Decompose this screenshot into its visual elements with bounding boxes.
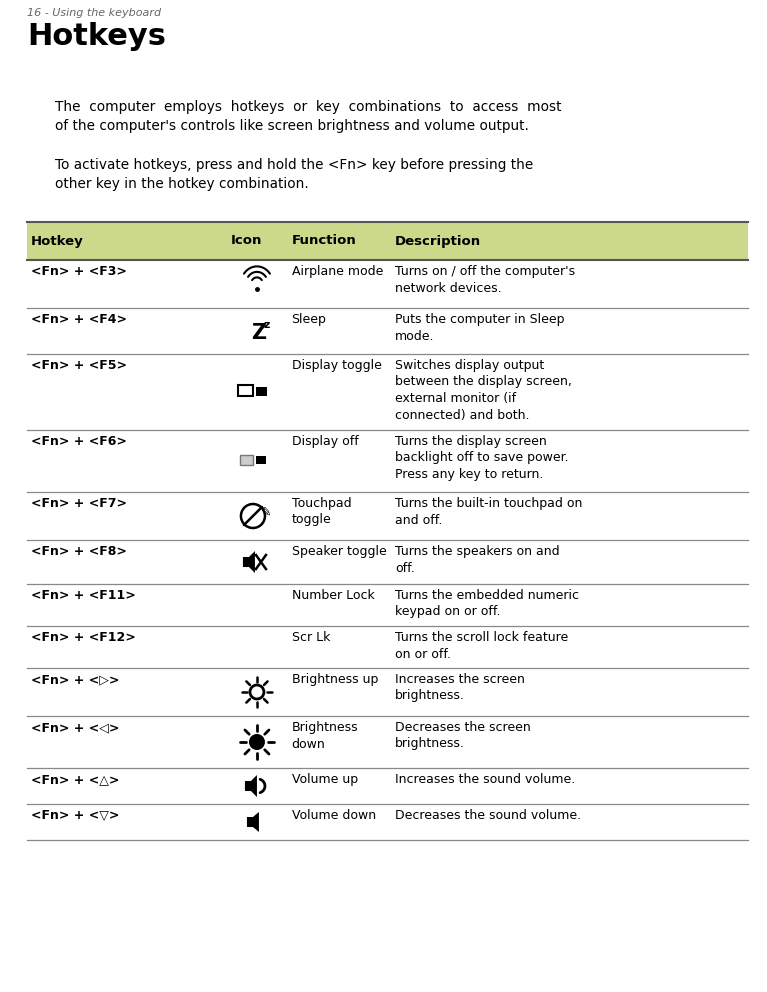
Bar [27,222,748,260]
Text: Display off: Display off [291,435,358,448]
Text: Volume up: Volume up [291,773,357,786]
Polygon shape [247,812,259,832]
Text: <Fn> + <F6>: <Fn> + <F6> [31,435,127,448]
Text: Puts the computer in Sleep
mode.: Puts the computer in Sleep mode. [395,313,565,342]
Text: Hotkey: Hotkey [31,234,84,247]
Bar [240,455,253,465]
Text: Turns the scroll lock feature
on or off.: Turns the scroll lock feature on or off. [395,631,568,661]
Text: <Fn> + <F7>: <Fn> + <F7> [31,497,127,510]
Text: Turns the embedded numeric
keypad on or off.: Turns the embedded numeric keypad on or … [395,589,579,618]
Circle shape [249,734,265,750]
Text: Increases the sound volume.: Increases the sound volume. [395,773,575,786]
Text: Volume down: Volume down [291,809,376,822]
Text: Description: Description [395,234,482,247]
Text: Hotkeys: Hotkeys [27,22,166,51]
Bar [256,387,267,396]
Text: Sleep: Sleep [291,313,327,326]
Text: <Fn> + <F8>: <Fn> + <F8> [31,545,127,558]
Text: <Fn> + <F12>: <Fn> + <F12> [31,631,136,644]
Polygon shape [245,775,257,797]
Text: Number Lock: Number Lock [291,589,374,602]
Text: <Fn> + <F5>: <Fn> + <F5> [31,359,127,372]
Text: Increases the screen
brightness.: Increases the screen brightness. [395,673,525,702]
Text: Turns the display screen
backlight off to save power.
Press any key to return.: Turns the display screen backlight off t… [395,435,569,481]
Text: <Fn> + <▷>: <Fn> + <▷> [31,673,119,686]
Text: <Fn> + <△>: <Fn> + <△> [31,773,119,786]
Text: <Fn> + <F11>: <Fn> + <F11> [31,589,136,602]
Text: Turns on / off the computer's
network devices.: Turns on / off the computer's network de… [395,265,575,295]
Text: z: z [264,320,270,330]
Text: Turns the built-in touchpad on
and off.: Turns the built-in touchpad on and off. [395,497,583,527]
Text: Brightness
down: Brightness down [291,721,358,751]
Text: Decreases the sound volume.: Decreases the sound volume. [395,809,581,822]
Text: Touchpad
toggle: Touchpad toggle [291,497,351,527]
Text: <Fn> + <F4>: <Fn> + <F4> [31,313,127,326]
Text: To activate hotkeys, press and hold the <Fn> key before pressing the
other key i: To activate hotkeys, press and hold the … [55,158,533,190]
Text: Display toggle: Display toggle [291,359,381,372]
Text: Airplane mode: Airplane mode [291,265,383,278]
Text: Speaker toggle: Speaker toggle [291,545,387,558]
Text: ✎: ✎ [261,506,272,519]
Text: Scr Lk: Scr Lk [291,631,330,644]
Text: Brightness up: Brightness up [291,673,378,686]
Text: Icon: Icon [230,234,262,247]
Text: Switches display output
between the display screen,
external monitor (if
connect: Switches display output between the disp… [395,359,572,422]
Text: Turns the speakers on and
off.: Turns the speakers on and off. [395,545,560,574]
Bar [238,385,253,396]
Text: 16 - Using the keyboard: 16 - Using the keyboard [27,8,161,18]
Text: Function: Function [291,234,357,247]
Text: The  computer  employs  hotkeys  or  key  combinations  to  access  most
of the : The computer employs hotkeys or key comb… [55,100,561,133]
Text: <Fn> + <◁>: <Fn> + <◁> [31,721,119,734]
Text: Z: Z [251,323,266,343]
Text: Decreases the screen
brightness.: Decreases the screen brightness. [395,721,531,751]
Polygon shape [243,551,255,573]
Text: <Fn> + <F3>: <Fn> + <F3> [31,265,127,278]
Text: <Fn> + <▽>: <Fn> + <▽> [31,809,119,822]
Bar [256,456,266,464]
